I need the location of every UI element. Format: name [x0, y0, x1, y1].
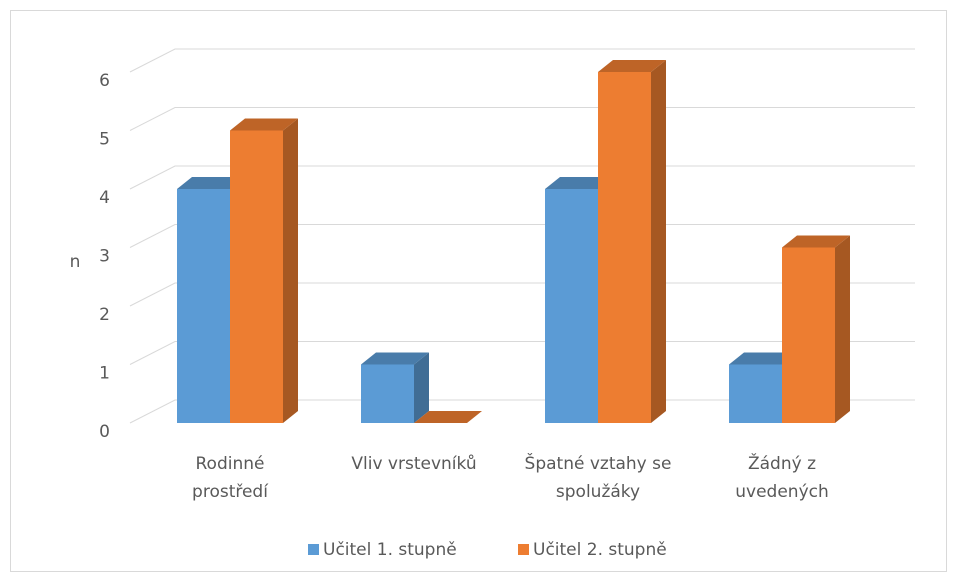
legend-swatch — [518, 544, 529, 555]
grid-line — [129, 224, 915, 248]
bar-front — [177, 189, 230, 423]
bar-top — [598, 60, 666, 72]
x-tick-label: Vliv vrstevníků — [351, 454, 477, 474]
bar-front — [782, 247, 835, 423]
legend-swatch — [308, 544, 319, 555]
grid-line — [129, 48, 915, 73]
bar — [782, 235, 850, 423]
x-tick-label: Rodinné prostředí — [192, 454, 268, 502]
bar-top — [782, 235, 850, 248]
bar-front — [230, 130, 283, 423]
grid-line — [129, 107, 915, 131]
bar-top — [545, 177, 613, 189]
bar-side — [414, 352, 429, 423]
y-axis-title: n — [70, 252, 81, 272]
bar — [598, 60, 666, 423]
grid-line — [129, 282, 915, 307]
bar-top — [177, 177, 245, 189]
bar-front — [729, 364, 782, 423]
grid-line — [129, 341, 915, 365]
bar-side — [835, 235, 850, 423]
bar-top — [414, 411, 482, 423]
bar-top — [729, 352, 797, 365]
bar-side — [651, 60, 666, 423]
bar-top — [361, 352, 429, 365]
bar-front — [598, 72, 651, 423]
bar-side — [283, 118, 298, 423]
x-tick-label: Žádný z uvedených — [735, 454, 829, 502]
grid-line — [129, 165, 915, 190]
y-tick-label: 6 — [99, 71, 110, 91]
x-tick-label: Špatné vztahy se spolužáky — [524, 454, 672, 502]
y-tick-label: 3 — [99, 247, 110, 267]
y-tick-label: 2 — [99, 305, 110, 325]
bar — [230, 118, 298, 423]
y-tick-label: 5 — [99, 130, 110, 150]
grid-line — [129, 399, 915, 424]
bar-front — [545, 189, 598, 423]
bar — [414, 411, 482, 423]
y-tick-label: 1 — [99, 364, 110, 384]
bar-top — [230, 118, 298, 131]
bar-front — [361, 364, 414, 423]
bar — [361, 352, 429, 423]
legend-label: Učitel 1. stupně — [323, 540, 457, 560]
legend-label: Učitel 2. stupně — [533, 540, 667, 560]
y-tick-label: 0 — [99, 422, 110, 442]
y-tick-label: 4 — [99, 188, 110, 208]
